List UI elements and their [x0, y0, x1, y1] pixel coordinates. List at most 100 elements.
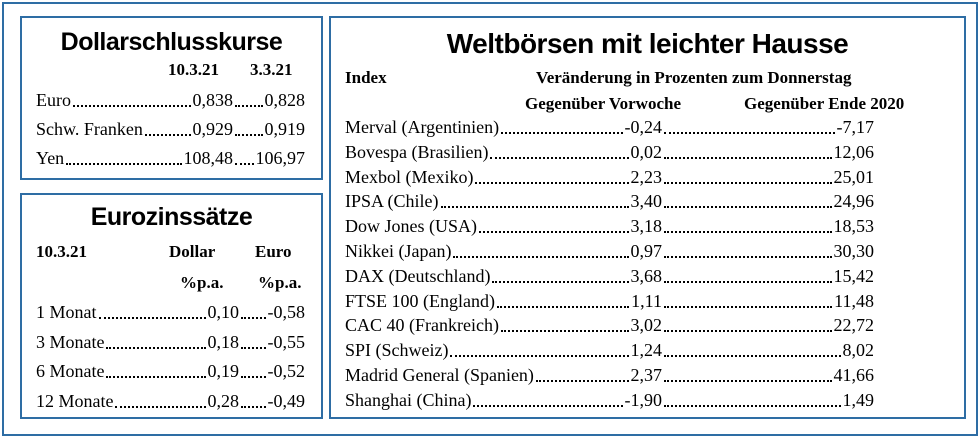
dot-leader: [144, 134, 191, 136]
dot-leader: [664, 380, 832, 382]
row-value-1: 0,10: [207, 302, 240, 322]
row-value-1: 0,28: [207, 390, 240, 411]
row-value-2: 11,48: [834, 290, 874, 311]
row-label: Yen: [36, 148, 65, 168]
row-value-1: 0,02: [630, 141, 663, 162]
welt-box-title: Weltbörsen mit leichter Hausse: [446, 28, 849, 59]
dot-leader: [473, 404, 623, 407]
dot-leader: [664, 132, 835, 134]
dot-leader: [664, 156, 832, 159]
row-label: Shanghai (China): [345, 389, 472, 410]
table-row: Merval (Argentinien) -0,24 -7,17: [331, 117, 964, 142]
dollar-col-header-1: 10.3.21: [168, 60, 219, 79]
dot-leader: [664, 280, 832, 283]
row-label: 6 Monate: [36, 361, 105, 381]
row-value-2: -7,17: [836, 117, 875, 137]
welt-col-header-2: Gegenüber Ende 2020: [744, 94, 905, 113]
dollar-col-header-2: 3.3.21: [250, 60, 293, 79]
row-value-2: 0,919: [264, 119, 306, 139]
dot-leader: [241, 346, 266, 349]
row-value-2: -0,52: [267, 361, 306, 381]
dot-leader: [664, 231, 832, 234]
row-value-1: 0,19: [207, 361, 240, 381]
zins-unit-2: %p.a.: [258, 273, 302, 292]
dot-leader: [440, 206, 629, 209]
row-value-2: 22,72: [833, 315, 875, 336]
dot-leader: [475, 181, 629, 184]
dot-leader: [235, 105, 263, 107]
row-label: Merval (Argentinien): [345, 117, 500, 137]
dot-leader: [73, 105, 191, 107]
table-row: 3 Monate 0,18 -0,55: [22, 332, 321, 362]
row-value-1: -0,24: [624, 117, 663, 137]
dot-leader: [664, 256, 832, 258]
row-value-2: 18,53: [833, 216, 875, 237]
row-label: 1 Monat: [36, 302, 97, 322]
dot-leader: [664, 305, 833, 308]
dot-leader: [106, 376, 206, 378]
row-label: FTSE 100 (England): [345, 290, 495, 311]
row-label: 3 Monate: [36, 331, 105, 352]
dot-leader: [115, 405, 206, 408]
row-value-1: 3,02: [630, 315, 663, 336]
dot-leader: [664, 206, 832, 209]
row-value-1: -1,90: [624, 389, 663, 410]
dot-leader: [500, 330, 629, 333]
row-value-1: 1,24: [630, 340, 663, 361]
dot-leader: [106, 346, 206, 349]
row-value-1: 0,838: [192, 90, 234, 110]
row-label: Dow Jones (USA): [345, 216, 477, 237]
row-value-1: 0,97: [630, 241, 663, 261]
row-value-2: 25,01: [833, 166, 875, 187]
zins-unit-1: %p.a.: [180, 273, 224, 292]
row-label: 12 Monate: [36, 390, 114, 411]
row-value-1: 0,929: [192, 119, 234, 139]
table-row: Schw. Franken 0,929 0,919: [22, 119, 321, 148]
zins-date: 10.3.21: [36, 242, 87, 261]
zins-col-header-2: Euro: [255, 242, 292, 261]
table-row: Euro 0,838 0,828: [22, 90, 321, 119]
row-label: IPSA (Chile): [345, 191, 439, 212]
row-value-2: 12,06: [833, 141, 875, 162]
table-row: Madrid General (Spanien) 2,37 41,66: [331, 365, 964, 390]
dot-leader: [664, 330, 832, 333]
row-value-2: -0,58: [267, 302, 306, 322]
dot-leader: [664, 355, 841, 358]
welt-index-header: Index: [345, 68, 387, 87]
table-row: Bovespa (Brasilien) 0,02 12,06: [331, 142, 964, 167]
table-row: Shanghai (China) -1,90 1,49: [331, 390, 964, 415]
row-value-1: 2,23: [630, 166, 663, 187]
dot-leader: [450, 355, 629, 358]
row-value-2: 1,49: [842, 389, 875, 410]
dot-leader: [664, 404, 841, 407]
dot-leader: [241, 376, 266, 378]
row-value-2: 106,97: [255, 148, 306, 168]
table-row: Mexbol (Mexiko) 2,23 25,01: [331, 167, 964, 192]
dot-leader: [241, 317, 266, 319]
row-value-2: 15,42: [833, 265, 875, 286]
dot-leader: [497, 305, 630, 308]
row-value-2: 41,66: [833, 365, 875, 385]
row-value-1: 3,18: [630, 216, 663, 237]
dot-leader: [492, 280, 629, 283]
dot-leader: [453, 256, 629, 258]
row-label: Mexbol (Mexiko): [345, 166, 474, 187]
welt-col-header-1: Gegenüber Vorwoche: [525, 94, 681, 113]
row-value-1: 3,40: [630, 191, 663, 212]
table-row: 1 Monat 0,10 -0,58: [22, 302, 321, 332]
row-value-2: 24,96: [833, 191, 875, 212]
table-row: FTSE 100 (England) 1,11 11,48: [331, 291, 964, 316]
dot-leader: [535, 380, 629, 382]
row-label: SPI (Schweiz): [345, 340, 449, 361]
table-row: SPI (Schweiz) 1,24 8,02: [331, 340, 964, 365]
table-row: CAC 40 (Frankreich) 3,02 22,72: [331, 315, 964, 340]
table-row: Dow Jones (USA) 3,18 18,53: [331, 216, 964, 241]
row-value-2: -0,49: [267, 390, 306, 411]
table-row: 6 Monate 0,19 -0,52: [22, 361, 321, 391]
row-value-2: 8,02: [842, 340, 875, 361]
dot-leader: [98, 317, 206, 319]
dot-leader: [664, 181, 832, 184]
row-label: Nikkei (Japan): [345, 241, 452, 261]
row-value-1: 3,68: [630, 265, 663, 286]
